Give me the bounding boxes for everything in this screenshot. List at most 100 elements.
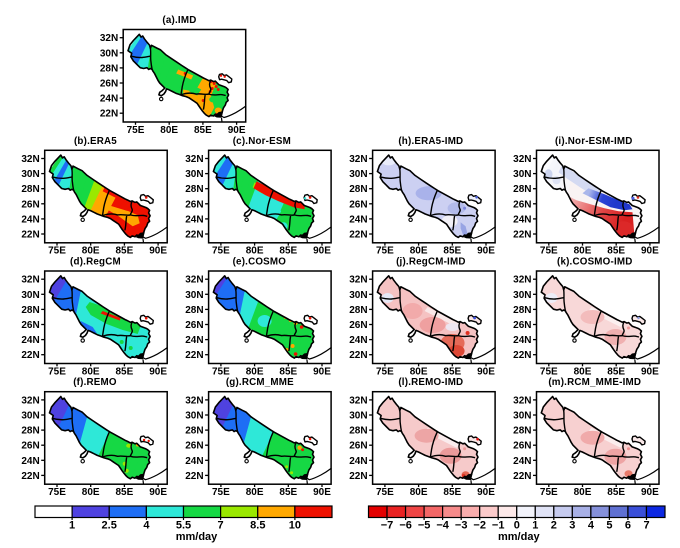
svg-text:85E: 85E xyxy=(607,487,625,498)
svg-text:24N: 24N xyxy=(185,335,203,346)
svg-text:26N: 26N xyxy=(349,320,367,331)
svg-text:−3: −3 xyxy=(455,520,468,532)
svg-text:75E: 75E xyxy=(212,246,230,257)
svg-text:28N: 28N xyxy=(349,305,367,316)
svg-text:24N: 24N xyxy=(349,456,367,467)
svg-text:85E: 85E xyxy=(279,487,297,498)
svg-text:28N: 28N xyxy=(349,184,367,195)
svg-text:75E: 75E xyxy=(212,366,230,377)
svg-text:90E: 90E xyxy=(149,366,167,377)
svg-text:85E: 85E xyxy=(116,487,134,498)
svg-text:22N: 22N xyxy=(349,230,367,241)
svg-text:22N: 22N xyxy=(21,350,39,361)
svg-text:24N: 24N xyxy=(21,214,39,225)
svg-text:90E: 90E xyxy=(477,487,495,498)
svg-text:(e).COSMO: (e).COSMO xyxy=(233,257,287,268)
svg-text:24N: 24N xyxy=(513,214,531,225)
svg-text:30N: 30N xyxy=(513,411,531,422)
svg-text:32N: 32N xyxy=(185,275,203,286)
svg-text:22N: 22N xyxy=(21,471,39,482)
svg-text:3: 3 xyxy=(569,520,575,532)
svg-text:26N: 26N xyxy=(185,320,203,331)
svg-text:24N: 24N xyxy=(100,94,118,105)
svg-text:75E: 75E xyxy=(540,366,558,377)
svg-text:85E: 85E xyxy=(279,366,297,377)
svg-text:85E: 85E xyxy=(443,487,461,498)
svg-text:85E: 85E xyxy=(279,246,297,257)
svg-text:(d).RegCM: (d).RegCM xyxy=(70,257,121,268)
svg-text:24N: 24N xyxy=(349,335,367,346)
svg-text:85E: 85E xyxy=(194,125,212,136)
svg-text:−2: −2 xyxy=(473,520,486,532)
svg-text:85E: 85E xyxy=(116,246,134,257)
svg-text:28N: 28N xyxy=(513,305,531,316)
svg-text:90E: 90E xyxy=(313,366,331,377)
svg-text:4: 4 xyxy=(143,520,150,532)
svg-text:26N: 26N xyxy=(185,441,203,452)
svg-text:90E: 90E xyxy=(477,366,495,377)
svg-text:mm/day: mm/day xyxy=(176,531,218,543)
svg-text:2: 2 xyxy=(551,520,557,532)
svg-text:mm/day: mm/day xyxy=(498,531,540,543)
svg-text:75E: 75E xyxy=(376,246,394,257)
svg-text:80E: 80E xyxy=(410,487,428,498)
svg-text:−4: −4 xyxy=(436,520,449,532)
svg-text:30N: 30N xyxy=(349,169,367,180)
svg-text:75E: 75E xyxy=(212,487,230,498)
svg-text:80E: 80E xyxy=(82,246,100,257)
svg-text:32N: 32N xyxy=(100,33,118,44)
svg-text:26N: 26N xyxy=(21,320,39,331)
svg-text:80E: 80E xyxy=(410,246,428,257)
svg-text:28N: 28N xyxy=(513,184,531,195)
svg-text:90E: 90E xyxy=(641,366,659,377)
svg-text:(a).IMD: (a).IMD xyxy=(162,15,196,26)
svg-text:30N: 30N xyxy=(100,48,118,59)
svg-text:80E: 80E xyxy=(574,487,592,498)
svg-text:22N: 22N xyxy=(185,230,203,241)
svg-text:22N: 22N xyxy=(185,350,203,361)
svg-text:30N: 30N xyxy=(21,411,39,422)
svg-text:26N: 26N xyxy=(21,441,39,452)
svg-text:24N: 24N xyxy=(513,456,531,467)
svg-text:32N: 32N xyxy=(513,275,531,286)
svg-text:30N: 30N xyxy=(349,290,367,301)
svg-text:75E: 75E xyxy=(48,366,66,377)
svg-text:32N: 32N xyxy=(349,395,367,406)
svg-text:90E: 90E xyxy=(641,246,659,257)
svg-text:−5: −5 xyxy=(418,520,431,532)
svg-text:28N: 28N xyxy=(21,184,39,195)
svg-text:30N: 30N xyxy=(185,169,203,180)
svg-text:(b).ERA5: (b).ERA5 xyxy=(74,136,117,147)
svg-text:32N: 32N xyxy=(185,154,203,165)
svg-text:28N: 28N xyxy=(21,426,39,437)
svg-text:85E: 85E xyxy=(443,366,461,377)
svg-text:8.5: 8.5 xyxy=(250,520,265,532)
svg-text:90E: 90E xyxy=(477,246,495,257)
svg-text:32N: 32N xyxy=(21,395,39,406)
svg-text:28N: 28N xyxy=(349,426,367,437)
svg-text:90E: 90E xyxy=(228,125,246,136)
svg-text:80E: 80E xyxy=(160,125,178,136)
svg-text:26N: 26N xyxy=(21,199,39,210)
svg-text:30N: 30N xyxy=(349,411,367,422)
svg-text:−1: −1 xyxy=(492,520,505,532)
svg-text:22N: 22N xyxy=(513,350,531,361)
svg-text:22N: 22N xyxy=(349,350,367,361)
svg-text:75E: 75E xyxy=(540,246,558,257)
svg-text:26N: 26N xyxy=(513,441,531,452)
svg-text:7: 7 xyxy=(643,520,649,532)
svg-text:30N: 30N xyxy=(513,169,531,180)
svg-text:2.5: 2.5 xyxy=(102,520,117,532)
svg-text:22N: 22N xyxy=(100,109,118,120)
svg-text:(k).COSMO-IMD: (k).COSMO-IMD xyxy=(557,257,633,268)
svg-text:80E: 80E xyxy=(246,246,264,257)
svg-text:32N: 32N xyxy=(185,395,203,406)
svg-text:28N: 28N xyxy=(185,184,203,195)
svg-text:32N: 32N xyxy=(349,154,367,165)
svg-text:6: 6 xyxy=(625,520,631,532)
svg-text:75E: 75E xyxy=(127,125,145,136)
svg-text:28N: 28N xyxy=(100,63,118,74)
svg-text:24N: 24N xyxy=(21,335,39,346)
svg-text:90E: 90E xyxy=(149,246,167,257)
svg-text:80E: 80E xyxy=(246,487,264,498)
